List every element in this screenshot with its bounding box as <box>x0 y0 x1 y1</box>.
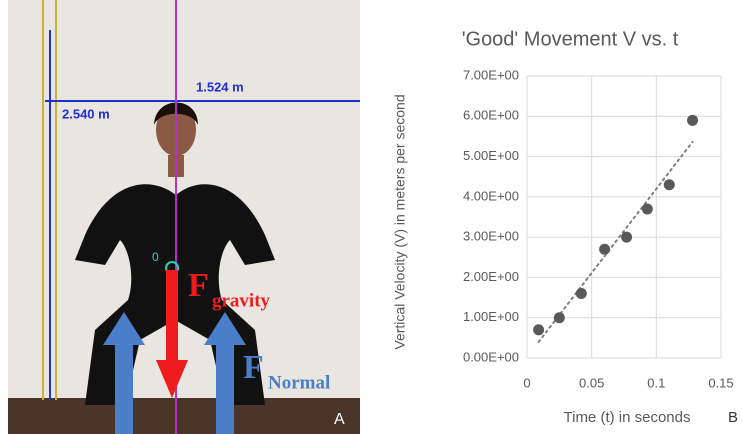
y-tick-label: 5.00E+00 <box>463 148 519 163</box>
floor <box>8 398 360 434</box>
data-point <box>664 179 675 190</box>
data-point <box>554 312 565 323</box>
measure-label: 2.540 m <box>62 106 110 121</box>
y-tick-label: 3.00E+00 <box>463 229 519 244</box>
y-axis-label: Vertical Velocity (V) in meters per seco… <box>392 94 408 349</box>
x-tick-label: 0.05 <box>579 375 604 390</box>
trendline <box>539 142 693 342</box>
measure-label: 1.524 m <box>196 79 244 94</box>
y-tick-label: 0.00E+00 <box>463 349 519 364</box>
data-point <box>621 232 632 243</box>
data-point <box>599 244 610 255</box>
force-subscript: Normal <box>268 372 330 393</box>
panel-label: A <box>334 411 345 428</box>
force-symbol: F <box>243 349 264 386</box>
y-tick-label: 2.00E+00 <box>463 269 519 284</box>
panel-label: B <box>728 409 738 426</box>
force-subscript: gravity <box>212 290 271 311</box>
y-tick-label: 1.00E+00 <box>463 309 519 324</box>
x-tick-label: 0 <box>523 375 530 390</box>
x-tick-label: 0.15 <box>708 375 733 390</box>
chart-title: 'Good' Movement V vs. t <box>462 28 679 50</box>
force-symbol: F <box>188 267 209 304</box>
figure: 1.524 m 2.540 m 0 F gravity F Normal A '… <box>0 0 742 434</box>
y-tick-label: 7.00E+00 <box>463 67 519 82</box>
x-tick-label: 0.1 <box>647 375 665 390</box>
y-tick-label: 6.00E+00 <box>463 108 519 123</box>
data-point <box>533 324 544 335</box>
photo-panel: 1.524 m 2.540 m 0 F gravity F Normal A <box>8 0 360 434</box>
x-axis-label: Time (t) in seconds <box>564 409 691 426</box>
marker-label: 0 <box>152 250 159 264</box>
y-tick-label: 4.00E+00 <box>463 188 519 203</box>
data-point <box>687 115 698 126</box>
data-point <box>576 288 587 299</box>
data-point <box>642 203 653 214</box>
